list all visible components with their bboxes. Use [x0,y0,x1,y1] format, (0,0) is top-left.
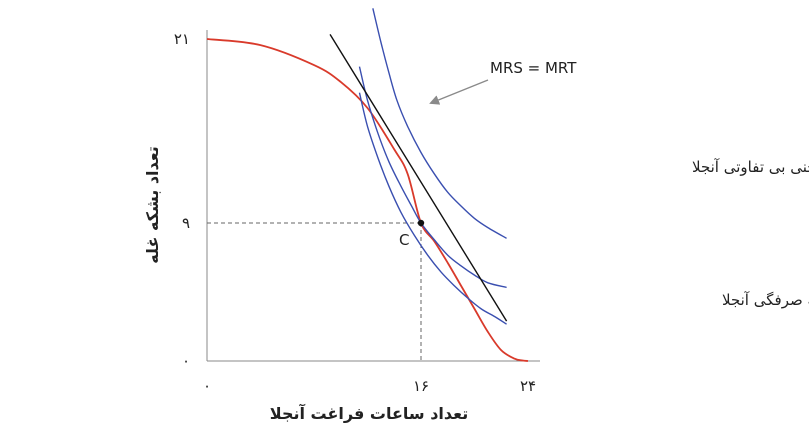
x-tick-label-1: ۱۶ [413,377,429,395]
indifference-curve-2 [358,66,507,289]
feasible-frontier-curve [206,38,529,362]
x-axis-title: تعداد ساعات فراغت آنجلا [270,403,468,423]
indifference-curve-1 [372,8,507,239]
y-axis-title: تعداد بشکه غله [143,146,162,264]
point-label-C: C [399,231,409,249]
y-tick-label-1: ۹ [182,214,190,232]
mrs-mrt-arrow [429,79,489,105]
point-C [417,219,425,227]
x-tick-label-0: ۰ [203,377,211,395]
y-tick-label-0: ۰ [182,352,190,370]
points-layer: C [399,219,425,249]
y-tick-label-2: ۲۱ [174,30,190,48]
x-tick-label-2: ۲۴ [520,377,536,395]
guide-lines [207,222,422,361]
ticks-layer: ۰ ۱۶ ۲۴ ۰ ۹ ۲۱ [174,30,536,395]
series-layer [206,8,529,362]
tangent-line [329,34,508,322]
axes [206,30,540,362]
indifference-curve-3 [358,92,507,325]
frontier-label: مرز مقرون به صرفگی آنجلا [722,291,809,309]
mrs-mrt-annotation: MRS = MRT [490,59,577,77]
indifference-curve-label: منحنی بی تفاوتی آنجلا [692,158,809,176]
